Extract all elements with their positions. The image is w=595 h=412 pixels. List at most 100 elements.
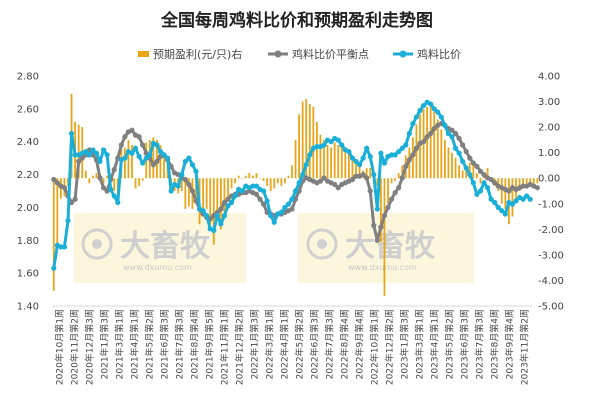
ratio-point — [161, 152, 167, 158]
profit-bar — [273, 178, 276, 189]
profit-bar — [436, 119, 439, 179]
legend-marker-ratio — [399, 50, 407, 58]
profit-bar — [202, 178, 204, 212]
y-right-tick-label: 0.00 — [538, 174, 560, 185]
watermark-left: 大畜牧 www.dxumu.com — [74, 213, 246, 283]
breakeven-point — [396, 185, 402, 191]
profit-bar — [244, 175, 247, 179]
breakeven-point — [349, 176, 356, 183]
x-tick-label: 2023年3月第1周 — [414, 309, 426, 379]
ratio-point — [403, 142, 409, 148]
ratio-point — [307, 152, 313, 158]
profit-bar — [454, 157, 457, 179]
legend-label-ratio: 鸡料比价 — [417, 47, 461, 61]
profit-bar — [92, 175, 94, 179]
breakeven-point — [481, 171, 487, 178]
breakeven-point — [175, 171, 181, 178]
ratio-point — [264, 198, 270, 204]
y-right-tick-label: 4.00 — [538, 72, 560, 83]
ratio-point — [97, 158, 103, 165]
ratio-point — [364, 145, 370, 151]
profit-bar — [380, 178, 382, 243]
breakeven-point — [428, 130, 434, 137]
ratio-point — [438, 114, 444, 120]
legend-label-profit: 预期盈利(元/只)右 — [153, 47, 242, 61]
breakeven-point — [100, 185, 107, 191]
breakeven-point — [76, 158, 82, 165]
x-tick-label: 2022年12月第2周 — [384, 309, 396, 385]
breakeven-point — [292, 196, 299, 202]
profit-bar — [465, 168, 468, 179]
profit-bar — [180, 178, 183, 191]
ratio-point — [228, 199, 235, 206]
ratio-point — [72, 152, 78, 158]
profit-bar — [237, 175, 240, 179]
profit-bar — [429, 106, 432, 179]
breakeven-point — [420, 139, 427, 145]
breakeven-point — [371, 222, 377, 229]
ratio-point — [61, 244, 68, 250]
profit-bar — [234, 178, 236, 184]
ratio-point — [143, 155, 149, 161]
profit-bar — [344, 150, 347, 179]
profit-bar — [394, 178, 396, 181]
ratio-point — [442, 122, 448, 128]
x-tick-label: 2022年4月第1周 — [279, 309, 291, 379]
ratio-point — [278, 209, 284, 215]
profit-bar — [124, 147, 126, 179]
breakeven-point — [122, 134, 128, 140]
profit-bar — [67, 178, 69, 186]
x-tick-label: 2020年10月第1周 — [54, 309, 66, 385]
ratio-point — [349, 155, 356, 161]
ratio-point — [520, 196, 526, 202]
profit-bar — [440, 129, 443, 179]
profit-bar — [298, 114, 300, 179]
breakeven-point — [154, 158, 160, 165]
breakeven-point — [111, 167, 117, 173]
ratio-point — [132, 145, 139, 151]
y-right-tick-label: -3.00 — [538, 250, 564, 261]
profit-bar — [159, 145, 162, 179]
profit-bar — [479, 178, 482, 184]
profit-bar — [504, 178, 507, 209]
y-right-tick-label: 1.00 — [538, 148, 560, 159]
ratio-point — [292, 188, 299, 194]
ratio-point — [495, 204, 501, 211]
breakeven-point — [317, 178, 324, 184]
profit-bar — [262, 178, 265, 181]
watermark-right: 大畜牧 www.dxumu.com — [298, 213, 474, 283]
profit-bar — [223, 178, 226, 217]
breakeven-point — [253, 191, 260, 197]
breakeven-point — [403, 163, 409, 169]
breakeven-point — [431, 125, 437, 132]
ratio-point — [417, 107, 423, 114]
watermark-left-sub: www.dxumu.com — [123, 263, 192, 272]
profit-bar — [536, 178, 539, 184]
ratio-point — [179, 171, 185, 178]
profit-bar — [308, 104, 311, 179]
ratio-point — [445, 130, 452, 137]
profit-bar — [472, 165, 475, 179]
profit-bar — [319, 134, 322, 179]
ratio-point — [289, 196, 295, 202]
breakeven-point — [51, 176, 57, 183]
ratio-point — [346, 148, 352, 155]
profit-bar — [532, 178, 535, 186]
breakeven-point — [470, 160, 476, 166]
breakeven-point — [413, 145, 420, 151]
profit-bar — [419, 114, 421, 179]
profit-bar — [127, 139, 130, 179]
ratio-point — [488, 196, 494, 202]
ratio-point — [204, 213, 210, 219]
ratio-point — [303, 162, 309, 168]
y-left-tick-label: 2.20 — [17, 170, 39, 181]
profit-bar — [323, 139, 325, 179]
ratio-point — [175, 183, 181, 189]
ratio-point — [93, 150, 100, 156]
ratio-point — [321, 142, 327, 148]
x-tick-label: 2021年6月第3周 — [159, 309, 171, 379]
x-tick-label: 2023年5月第2周 — [444, 309, 456, 379]
profit-bar — [56, 178, 59, 248]
x-tick-label: 2021年12月第2周 — [234, 309, 246, 385]
ratio-point — [335, 137, 341, 143]
